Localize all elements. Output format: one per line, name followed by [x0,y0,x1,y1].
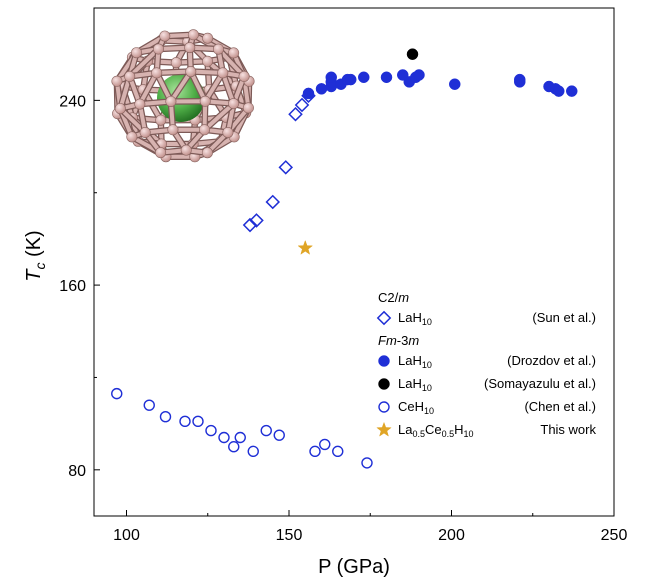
legend-label: LaH10 [398,310,432,327]
legend-marker [376,421,392,437]
data-point [179,415,191,428]
y-tick-label: 240 [59,93,86,110]
series-2-points [406,48,419,60]
y-axis-label: Tc (K) [23,230,48,281]
data-point [159,411,172,423]
data-point [218,431,230,444]
data-point [278,160,294,175]
x-axis-label: P (GPa) [318,556,390,578]
legend-source: (Chen et al.) [524,399,596,414]
series-0-points [242,88,316,233]
data-point [449,78,461,90]
data-point [514,73,526,86]
data-point [413,69,425,81]
data-point [247,445,259,458]
legend-source: (Sun et al.) [532,310,596,325]
legend-label: LaH10 [398,353,432,370]
x-tick-label: 100 [113,527,140,544]
plot-frame [93,7,615,517]
data-point [406,48,419,60]
data-point [111,387,123,400]
data-point [566,85,578,97]
data-point [192,415,204,428]
data-point [297,239,314,255]
data-point [361,457,373,469]
data-point [358,71,370,84]
legend-group-title: Fm-3m [378,333,419,348]
y-tick-labels: 80 160 240 [59,93,86,479]
legend-source: This work [540,422,596,437]
x-tick-labels: 100 150 200 250 [113,527,627,544]
y-tick-label: 160 [59,278,86,295]
data-point [380,71,393,84]
legend-label: CeH10 [398,399,434,416]
data-point [553,85,565,97]
data-marks [111,48,578,469]
data-point [309,445,321,458]
data-point [228,441,240,453]
data-point [315,83,328,95]
series-1-points [302,69,578,100]
legend-marker [378,355,390,367]
data-point [273,429,285,441]
data-point [345,73,357,86]
series-4-points [297,239,314,255]
data-point [265,194,281,210]
legend-marker [376,310,392,326]
data-point [205,424,217,437]
data-point [242,217,258,233]
data-point [249,213,264,228]
x-tick-label: 250 [601,527,628,544]
axis-ticks [94,99,615,516]
data-point [319,438,331,451]
x-tick-label: 150 [276,527,303,544]
legend-label: La0.5Ce0.5H10 [398,422,474,439]
lah10-cage-illustration [111,29,255,163]
legend-source: (Somayazulu et al.) [484,376,596,391]
series-3-points [111,387,373,469]
legend-marker [378,401,390,413]
data-point [332,445,344,458]
data-point [143,399,155,411]
legend-source: (Drozdov et al.) [507,353,596,368]
x-tick-label: 200 [438,527,465,544]
y-tick-label: 80 [68,463,86,480]
data-point [234,431,246,444]
data-point [288,106,303,122]
legend-marker [378,378,390,390]
data-point [302,87,315,100]
data-point [294,97,310,113]
legend-group-title: C2/m [378,290,409,305]
legend-label: LaH10 [398,376,432,393]
data-point [325,71,337,84]
data-point [260,424,272,437]
legend: C2/m LaH10 (Sun et al.) Fm-3m LaH10 (Drozdov … [376,290,596,439]
